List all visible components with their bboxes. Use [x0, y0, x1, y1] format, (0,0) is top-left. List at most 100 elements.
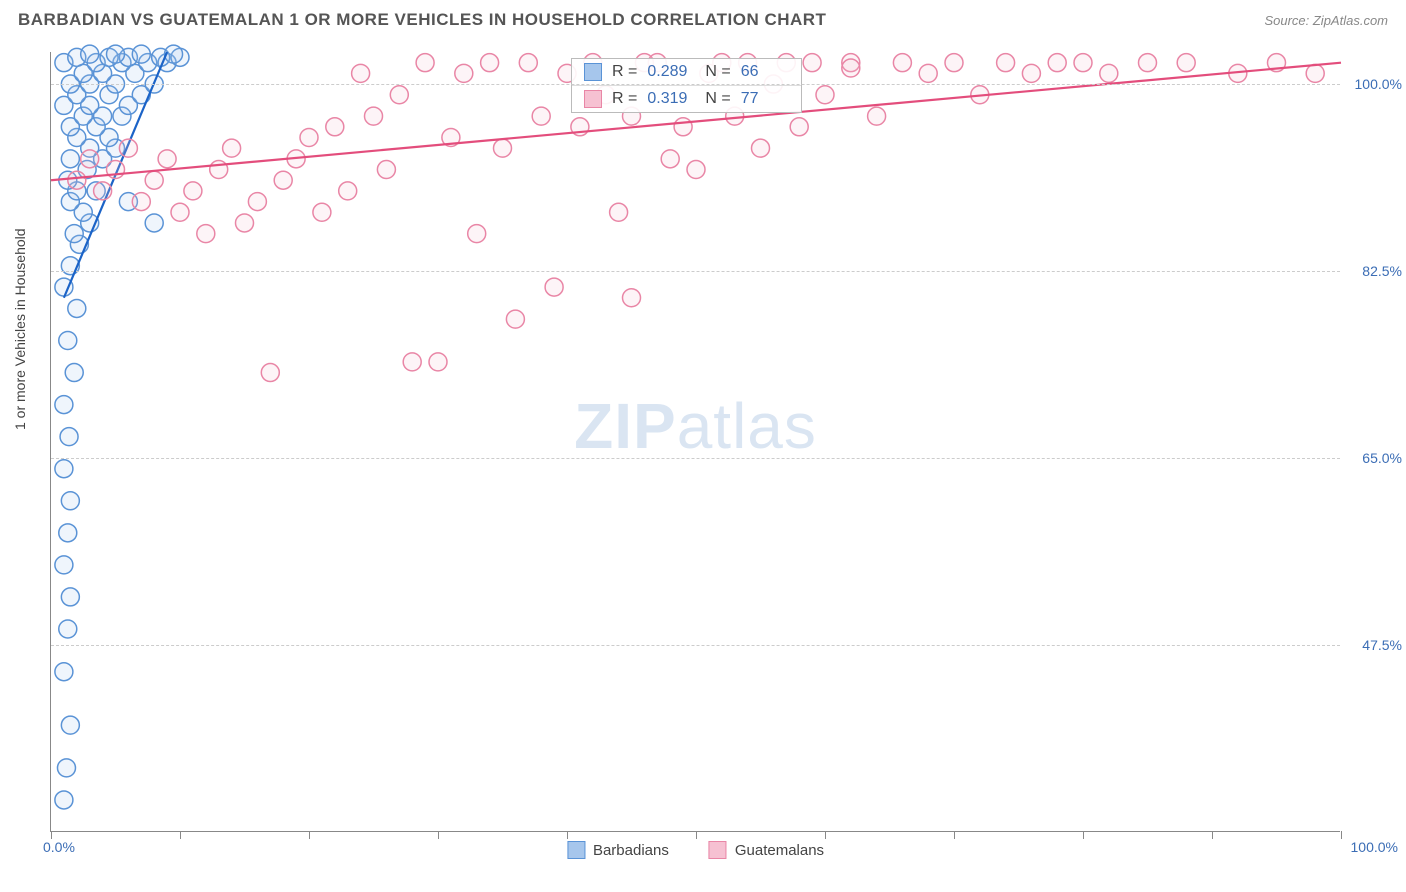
scatter-point	[623, 289, 641, 307]
chart-title: BARBADIAN VS GUATEMALAN 1 OR MORE VEHICL…	[18, 10, 826, 30]
scatter-point	[60, 428, 78, 446]
scatter-point	[365, 107, 383, 125]
scatter-point	[1074, 54, 1092, 72]
scatter-point	[610, 203, 628, 221]
y-tick-label: 82.5%	[1362, 263, 1402, 279]
scatter-point	[59, 524, 77, 542]
y-tick-label: 47.5%	[1362, 637, 1402, 653]
scatter-point	[313, 203, 331, 221]
scatter-point	[132, 45, 150, 63]
scatter-svg	[51, 52, 1340, 831]
scatter-point	[59, 331, 77, 349]
scatter-point	[687, 161, 705, 179]
scatter-point	[81, 150, 99, 168]
scatter-point	[61, 150, 79, 168]
scatter-point	[816, 86, 834, 104]
legend-item-guatemalans: Guatemalans	[709, 841, 824, 859]
scatter-point	[300, 128, 318, 146]
legend-bottom: Barbadians Guatemalans	[567, 841, 824, 859]
scatter-point	[184, 182, 202, 200]
source-attribution: Source: ZipAtlas.com	[1264, 13, 1388, 28]
scatter-point	[236, 214, 254, 232]
scatter-point	[545, 278, 563, 296]
scatter-point	[55, 663, 73, 681]
scatter-point	[674, 118, 692, 136]
scatter-point	[468, 225, 486, 243]
scatter-point	[1139, 54, 1157, 72]
gridline	[51, 645, 1340, 646]
x-tick	[696, 831, 697, 839]
scatter-point	[132, 193, 150, 211]
scatter-point	[494, 139, 512, 157]
y-tick-label: 100.0%	[1355, 76, 1402, 92]
y-tick-label: 65.0%	[1362, 450, 1402, 466]
scatter-point	[55, 791, 73, 809]
scatter-point	[752, 139, 770, 157]
scatter-point	[429, 353, 447, 371]
scatter-point	[481, 54, 499, 72]
scatter-point	[261, 364, 279, 382]
scatter-point	[532, 107, 550, 125]
stats-row-guatemalans: R = 0.319 N = 77	[572, 86, 801, 112]
scatter-point	[1177, 54, 1195, 72]
scatter-point	[403, 353, 421, 371]
scatter-point	[68, 299, 86, 317]
scatter-point	[94, 182, 112, 200]
scatter-point	[55, 396, 73, 414]
scatter-point	[1022, 64, 1040, 82]
gridline	[51, 84, 1340, 85]
x-axis-min-label: 0.0%	[43, 839, 75, 855]
scatter-point	[377, 161, 395, 179]
legend-item-barbadians: Barbadians	[567, 841, 669, 859]
scatter-point	[210, 161, 228, 179]
scatter-point	[1048, 54, 1066, 72]
scatter-point	[893, 54, 911, 72]
scatter-point	[326, 118, 344, 136]
scatter-point	[145, 171, 163, 189]
legend-swatch-barbadians	[567, 841, 585, 859]
scatter-point	[519, 54, 537, 72]
scatter-point	[1100, 64, 1118, 82]
scatter-point	[661, 150, 679, 168]
title-bar: BARBADIAN VS GUATEMALAN 1 OR MORE VEHICL…	[0, 0, 1406, 30]
chart-plot-area: ZIPatlas R = 0.289 N = 66 R = 0.319 N = …	[50, 52, 1340, 832]
x-tick	[309, 831, 310, 839]
gridline	[51, 458, 1340, 459]
scatter-point	[868, 107, 886, 125]
scatter-point	[248, 193, 266, 211]
scatter-point	[107, 45, 125, 63]
x-tick	[51, 831, 52, 839]
x-tick	[438, 831, 439, 839]
scatter-point	[158, 150, 176, 168]
scatter-point	[59, 620, 77, 638]
gridline	[51, 271, 1340, 272]
scatter-point	[55, 556, 73, 574]
scatter-point	[145, 214, 163, 232]
scatter-point	[119, 139, 137, 157]
scatter-point	[65, 225, 83, 243]
x-tick	[1341, 831, 1342, 839]
x-tick	[954, 831, 955, 839]
scatter-point	[339, 182, 357, 200]
scatter-point	[945, 54, 963, 72]
scatter-point	[171, 203, 189, 221]
scatter-point	[1306, 64, 1324, 82]
x-tick	[825, 831, 826, 839]
x-tick	[1212, 831, 1213, 839]
scatter-point	[68, 171, 86, 189]
scatter-point	[274, 171, 292, 189]
scatter-point	[506, 310, 524, 328]
stats-legend-box: R = 0.289 N = 66 R = 0.319 N = 77	[571, 58, 802, 113]
scatter-point	[223, 139, 241, 157]
scatter-point	[997, 54, 1015, 72]
scatter-point	[352, 64, 370, 82]
x-axis-max-label: 100.0%	[1351, 839, 1398, 855]
y-axis-label: 1 or more Vehicles in Household	[12, 228, 28, 430]
scatter-point	[61, 588, 79, 606]
scatter-point	[416, 54, 434, 72]
x-tick	[1083, 831, 1084, 839]
scatter-point	[61, 492, 79, 510]
scatter-point	[455, 64, 473, 82]
scatter-point	[197, 225, 215, 243]
x-tick	[567, 831, 568, 839]
